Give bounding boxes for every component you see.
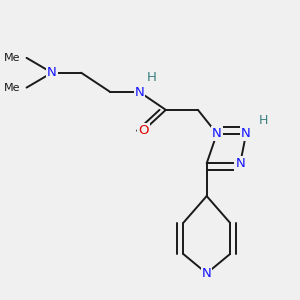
- Text: N: N: [212, 127, 222, 140]
- Text: H: H: [259, 114, 268, 127]
- Text: Me: Me: [4, 82, 21, 93]
- Text: N: N: [202, 267, 211, 280]
- Text: N: N: [241, 127, 251, 140]
- Text: N: N: [47, 66, 57, 79]
- Text: H: H: [147, 71, 157, 84]
- Text: Me: Me: [4, 53, 21, 63]
- Text: N: N: [135, 85, 144, 98]
- Text: N: N: [236, 157, 245, 170]
- Text: O: O: [138, 124, 148, 137]
